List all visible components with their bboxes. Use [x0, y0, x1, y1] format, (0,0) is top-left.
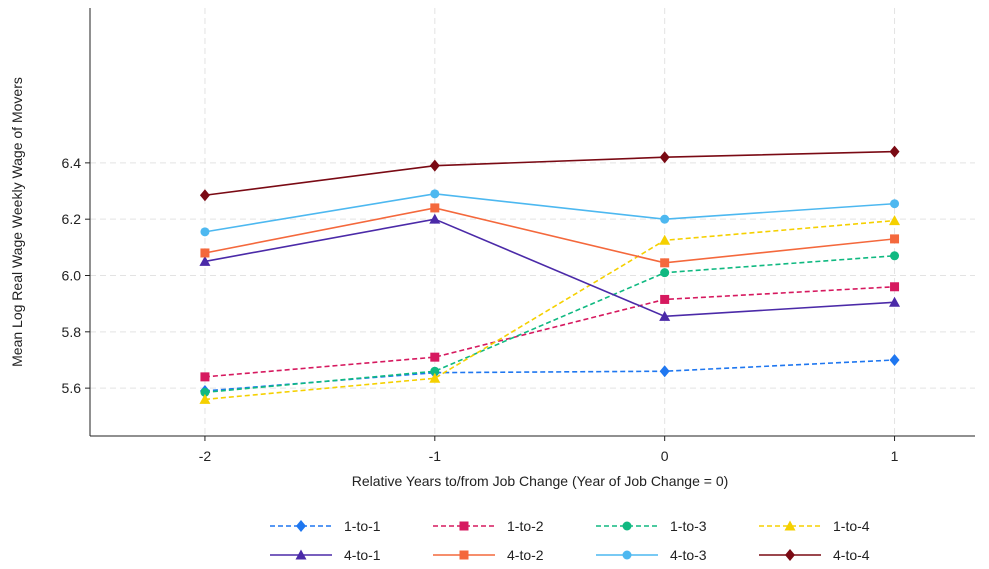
series-line: [204, 193, 895, 233]
y-tick-label: 6.0: [62, 268, 82, 284]
series-1-to-2: [200, 282, 900, 382]
legend-label: 4-to-2: [507, 547, 544, 563]
legend-item: 1-to-4: [759, 518, 870, 534]
legend-marker: [622, 550, 632, 560]
data-point: [889, 296, 901, 307]
legend-label: 4-to-3: [670, 547, 707, 563]
data-point: [660, 214, 670, 224]
data-point: [429, 372, 441, 383]
data-point: [199, 255, 211, 266]
y-tick-label: 6.2: [62, 211, 82, 227]
y-tick-label: 5.6: [62, 380, 82, 396]
series: [199, 145, 901, 404]
series-line: [204, 359, 895, 392]
y-axis-title: Mean Log Real Wage Weekly Wage of Movers: [9, 77, 25, 367]
data-point: [429, 213, 441, 224]
data-point: [430, 352, 440, 362]
x-ticks: -2 -1 0 1: [199, 436, 899, 464]
legend-label: 1-to-4: [833, 518, 870, 534]
legend-marker: [784, 520, 796, 531]
legend-label: 4-to-1: [344, 547, 381, 563]
series-1-to-4: [199, 215, 901, 404]
legend-marker: [459, 521, 469, 531]
legend-item: 1-to-3: [596, 518, 707, 534]
legend-item: 1-to-2: [433, 518, 544, 534]
legend-item: 4-to-4: [759, 547, 870, 563]
series-line: [204, 219, 895, 401]
series-4-to-1: [199, 213, 901, 321]
legend: 1-to-1 1-to-2 1-to-3 1-to-4 4-to-1 4-to-2 4-to…: [270, 518, 870, 563]
data-point: [200, 227, 210, 237]
legend-item: 4-to-3: [596, 547, 707, 563]
data-point: [889, 353, 900, 366]
data-point: [660, 294, 670, 304]
legend-item: 4-to-2: [433, 547, 544, 563]
series-line: [204, 285, 895, 378]
y-ticks: 5.6 5.8 6.0 6.2 6.4: [62, 155, 90, 396]
data-point: [890, 282, 900, 292]
legend-item: 4-to-1: [270, 547, 381, 563]
data-point: [430, 366, 440, 376]
x-tick-label: 0: [661, 448, 669, 464]
legend-label: 4-to-4: [833, 547, 870, 563]
data-point: [659, 151, 670, 164]
data-point: [659, 234, 671, 245]
series-line: [204, 207, 895, 264]
data-point: [660, 268, 670, 278]
data-point: [659, 310, 671, 321]
series-line: [204, 254, 895, 394]
series-4-to-3: [200, 189, 900, 237]
series-4-to-2: [200, 203, 900, 268]
data-point: [659, 365, 670, 378]
legend-marker: [785, 549, 795, 561]
legend-label: 1-to-2: [507, 518, 544, 534]
data-point: [660, 258, 670, 268]
data-point: [200, 387, 210, 397]
legend-marker: [295, 549, 307, 560]
x-tick-label: 1: [891, 448, 899, 464]
x-tick-label: -2: [199, 448, 212, 464]
data-point: [429, 159, 440, 172]
legend-marker: [622, 521, 632, 531]
data-point: [889, 145, 900, 158]
data-point: [430, 203, 440, 213]
data-point: [200, 372, 210, 382]
legend-marker: [296, 520, 306, 532]
data-point: [890, 234, 900, 244]
data-point: [199, 393, 211, 404]
series-4-to-4: [199, 145, 900, 202]
legend-item: 1-to-1: [270, 518, 381, 534]
x-axis-title: Relative Years to/from Job Change (Year …: [352, 473, 729, 489]
legend-marker: [459, 550, 469, 560]
series-1-to-3: [200, 251, 900, 397]
series-line: [204, 150, 895, 197]
y-tick-label: 6.4: [62, 155, 82, 171]
legend-label: 1-to-3: [670, 518, 707, 534]
data-point: [199, 189, 210, 202]
data-point: [430, 189, 440, 199]
legend-label: 1-to-1: [344, 518, 381, 534]
y-tick-label: 5.8: [62, 324, 82, 340]
x-tick-label: -1: [429, 448, 442, 464]
data-point: [890, 251, 900, 261]
data-point: [200, 248, 210, 258]
data-point: [890, 199, 900, 209]
data-point: [889, 215, 901, 226]
series-line: [204, 218, 895, 318]
